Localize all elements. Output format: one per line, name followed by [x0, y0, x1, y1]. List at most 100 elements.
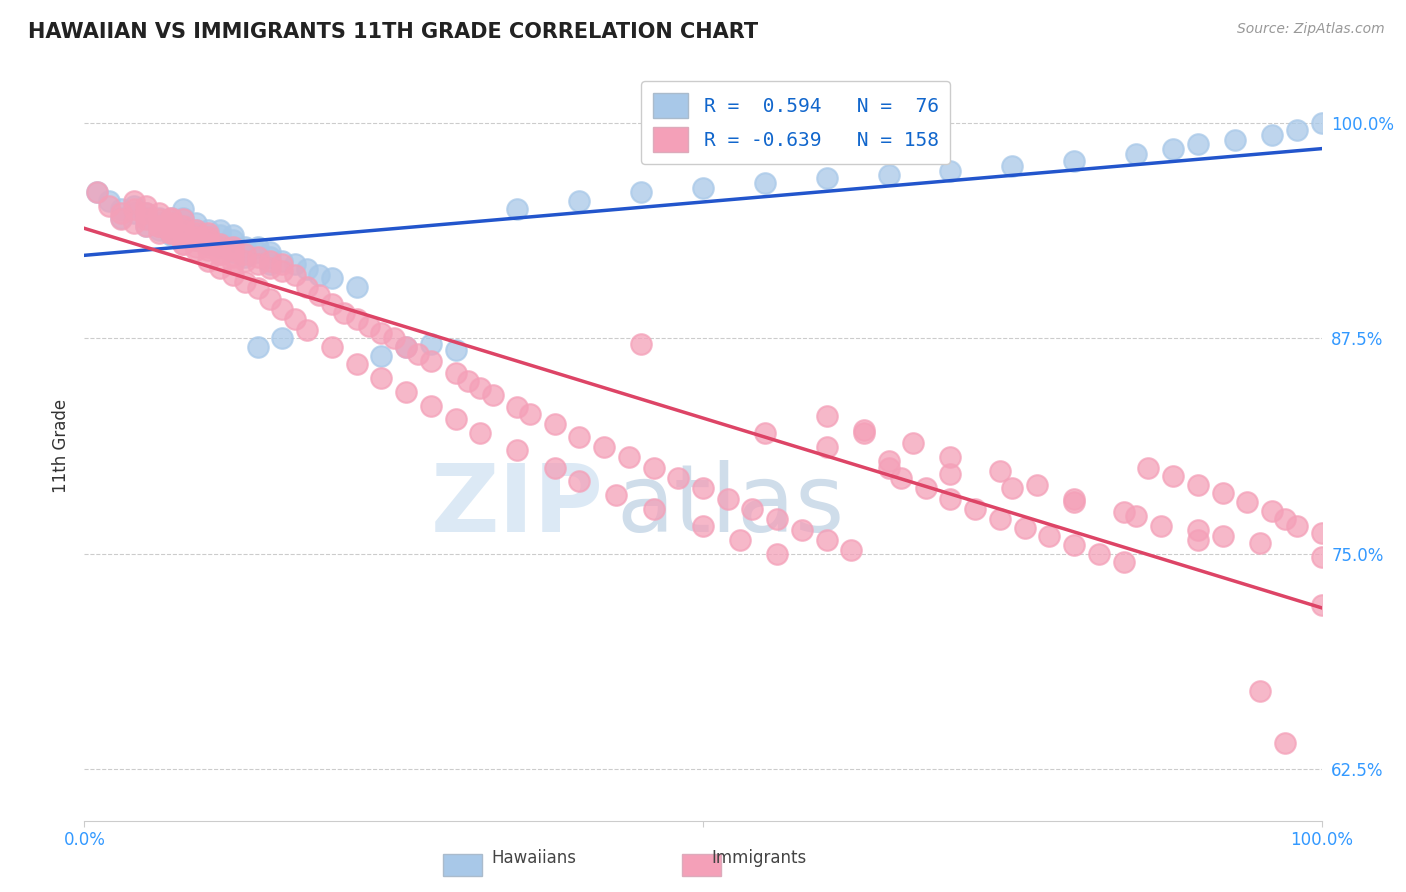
Point — [382, 331, 405, 345]
Point — [184, 244, 207, 258]
Point — [197, 236, 219, 251]
Point — [184, 227, 207, 241]
Point — [1150, 519, 1173, 533]
Text: atlas: atlas — [616, 460, 845, 552]
Point — [939, 467, 962, 482]
Point — [321, 271, 343, 285]
Point — [148, 219, 170, 234]
Point — [1249, 684, 1271, 698]
Point — [481, 388, 503, 402]
Point — [852, 426, 875, 441]
Point — [1125, 508, 1147, 523]
Point — [160, 211, 183, 225]
Point — [568, 194, 591, 208]
Point — [160, 219, 183, 234]
Point — [148, 223, 170, 237]
Point — [1261, 128, 1284, 142]
Point — [172, 227, 194, 242]
Point — [197, 233, 219, 247]
Point — [395, 340, 418, 354]
Point — [643, 501, 665, 516]
Point — [1187, 136, 1209, 151]
Point — [1187, 477, 1209, 491]
Point — [815, 440, 838, 454]
Point — [259, 292, 281, 306]
Point — [222, 244, 245, 258]
Text: Hawaiians: Hawaiians — [492, 849, 576, 867]
Point — [184, 216, 207, 230]
Point — [246, 240, 269, 254]
Point — [408, 347, 430, 361]
Point — [222, 251, 245, 265]
Point — [519, 407, 541, 421]
Point — [148, 227, 170, 241]
Point — [222, 233, 245, 247]
Point — [543, 460, 565, 475]
Point — [233, 240, 256, 254]
Point — [470, 381, 492, 395]
Point — [160, 223, 183, 237]
Point — [148, 219, 170, 234]
Point — [766, 547, 789, 561]
Point — [135, 219, 157, 234]
Point — [233, 275, 256, 289]
Point — [148, 211, 170, 225]
Point — [160, 227, 183, 241]
Point — [259, 251, 281, 265]
Point — [110, 212, 132, 227]
Point — [209, 227, 232, 242]
Point — [346, 279, 368, 293]
Point — [1063, 538, 1085, 552]
Point — [110, 205, 132, 219]
Point — [1274, 512, 1296, 526]
Point — [308, 268, 330, 282]
Text: Source: ZipAtlas.com: Source: ZipAtlas.com — [1237, 22, 1385, 37]
Point — [1285, 123, 1308, 137]
Point — [160, 223, 183, 237]
Point — [1063, 153, 1085, 168]
Point — [172, 212, 194, 227]
Point — [728, 533, 751, 547]
Point — [419, 336, 441, 351]
Point — [271, 257, 294, 271]
Point — [148, 216, 170, 230]
Point — [172, 223, 194, 237]
Point — [284, 257, 307, 271]
Point — [172, 219, 194, 234]
Point — [284, 312, 307, 326]
Point — [444, 366, 467, 380]
Point — [222, 240, 245, 254]
Point — [148, 219, 170, 234]
Point — [395, 340, 418, 354]
Point — [271, 331, 294, 345]
Point — [246, 251, 269, 265]
Point — [457, 375, 479, 389]
Point — [184, 223, 207, 237]
Point — [86, 185, 108, 199]
Point — [172, 236, 194, 251]
Point — [914, 481, 936, 495]
Point — [160, 219, 183, 234]
Point — [122, 216, 145, 230]
Point — [643, 460, 665, 475]
Point — [903, 436, 925, 450]
Point — [1310, 599, 1333, 613]
Point — [197, 253, 219, 268]
Point — [1212, 529, 1234, 543]
Point — [209, 247, 232, 261]
Point — [197, 229, 219, 244]
Point — [233, 247, 256, 261]
Point — [172, 236, 194, 251]
Point — [543, 417, 565, 432]
Point — [666, 471, 689, 485]
Point — [148, 205, 170, 219]
Point — [1310, 116, 1333, 130]
Point — [357, 319, 380, 334]
Point — [184, 240, 207, 254]
Point — [815, 409, 838, 423]
Point — [135, 212, 157, 227]
Point — [308, 288, 330, 302]
Point — [271, 253, 294, 268]
Point — [1285, 519, 1308, 533]
Point — [419, 353, 441, 368]
